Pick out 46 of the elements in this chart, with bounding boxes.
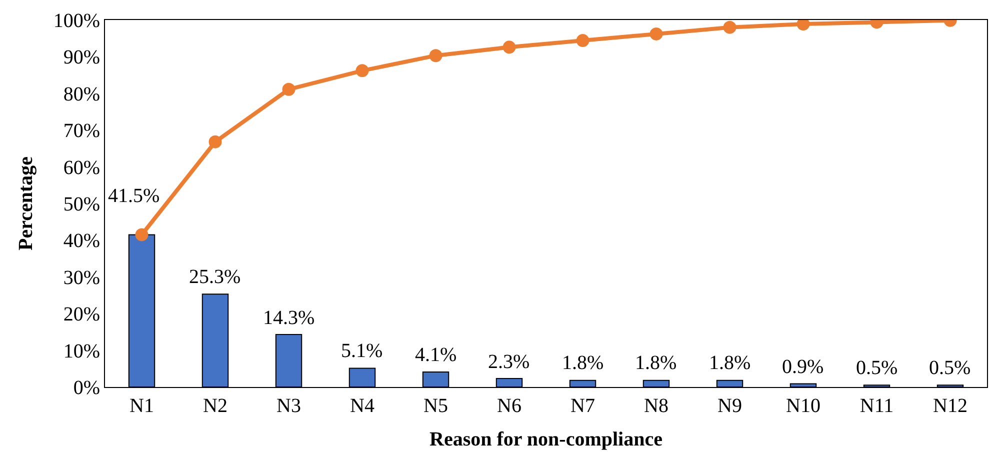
data-label: 5.1% (341, 340, 383, 362)
point (723, 20, 736, 34)
x-tick-label: N8 (644, 395, 668, 417)
y-tick-label: 90% (63, 46, 100, 69)
data-label: 25.3% (189, 266, 241, 288)
x-tick-label: N9 (718, 395, 742, 417)
data-label: 1.8% (635, 352, 677, 374)
point (282, 82, 296, 96)
x-tick-label: N1 (130, 395, 154, 417)
x-tick-label: N12 (933, 395, 968, 417)
x-tick-label: N7 (570, 395, 595, 417)
y-tick-label: 60% (63, 156, 100, 179)
y-tick-label: 20% (63, 304, 100, 326)
y-tick-label: 70% (63, 120, 100, 142)
y-tick-label: 100% (53, 10, 100, 32)
x-tick-label: N2 (203, 395, 228, 417)
point (429, 49, 442, 62)
x-tick-label: N10 (786, 395, 820, 417)
y-tick-label: 80% (63, 83, 100, 106)
point (502, 40, 516, 54)
point (576, 34, 590, 48)
y-tick-label: 50% (63, 194, 100, 216)
point (135, 228, 148, 242)
y-axis-title: Percentage (14, 156, 37, 251)
data-label: 4.1% (415, 344, 457, 366)
data-label: 41.5% (108, 185, 160, 207)
x-tick-label: N11 (860, 395, 894, 417)
data-label: 0.9% (782, 356, 824, 378)
x-tick-label: N6 (497, 395, 522, 417)
y-tick-label: 0% (73, 377, 100, 399)
data-label: 2.3% (488, 351, 530, 373)
data-label: 0.5% (856, 357, 898, 379)
y-tick-label: 10% (63, 340, 100, 362)
x-axis-title: Reason for non-compliance (430, 428, 663, 450)
x-tick-label: N4 (350, 395, 374, 417)
data-label: 1.8% (709, 352, 751, 374)
y-tick-label: 30% (63, 266, 100, 289)
data-label: 1.8% (562, 352, 604, 374)
data-label: 0.5% (929, 357, 971, 379)
x-tick-label: N3 (276, 395, 301, 417)
data-label: 14.3% (263, 307, 315, 329)
point (356, 64, 369, 78)
point (650, 27, 663, 40)
point (208, 135, 222, 148)
x-tick-label: N5 (424, 395, 448, 417)
y-tick-label: 40% (63, 230, 100, 252)
